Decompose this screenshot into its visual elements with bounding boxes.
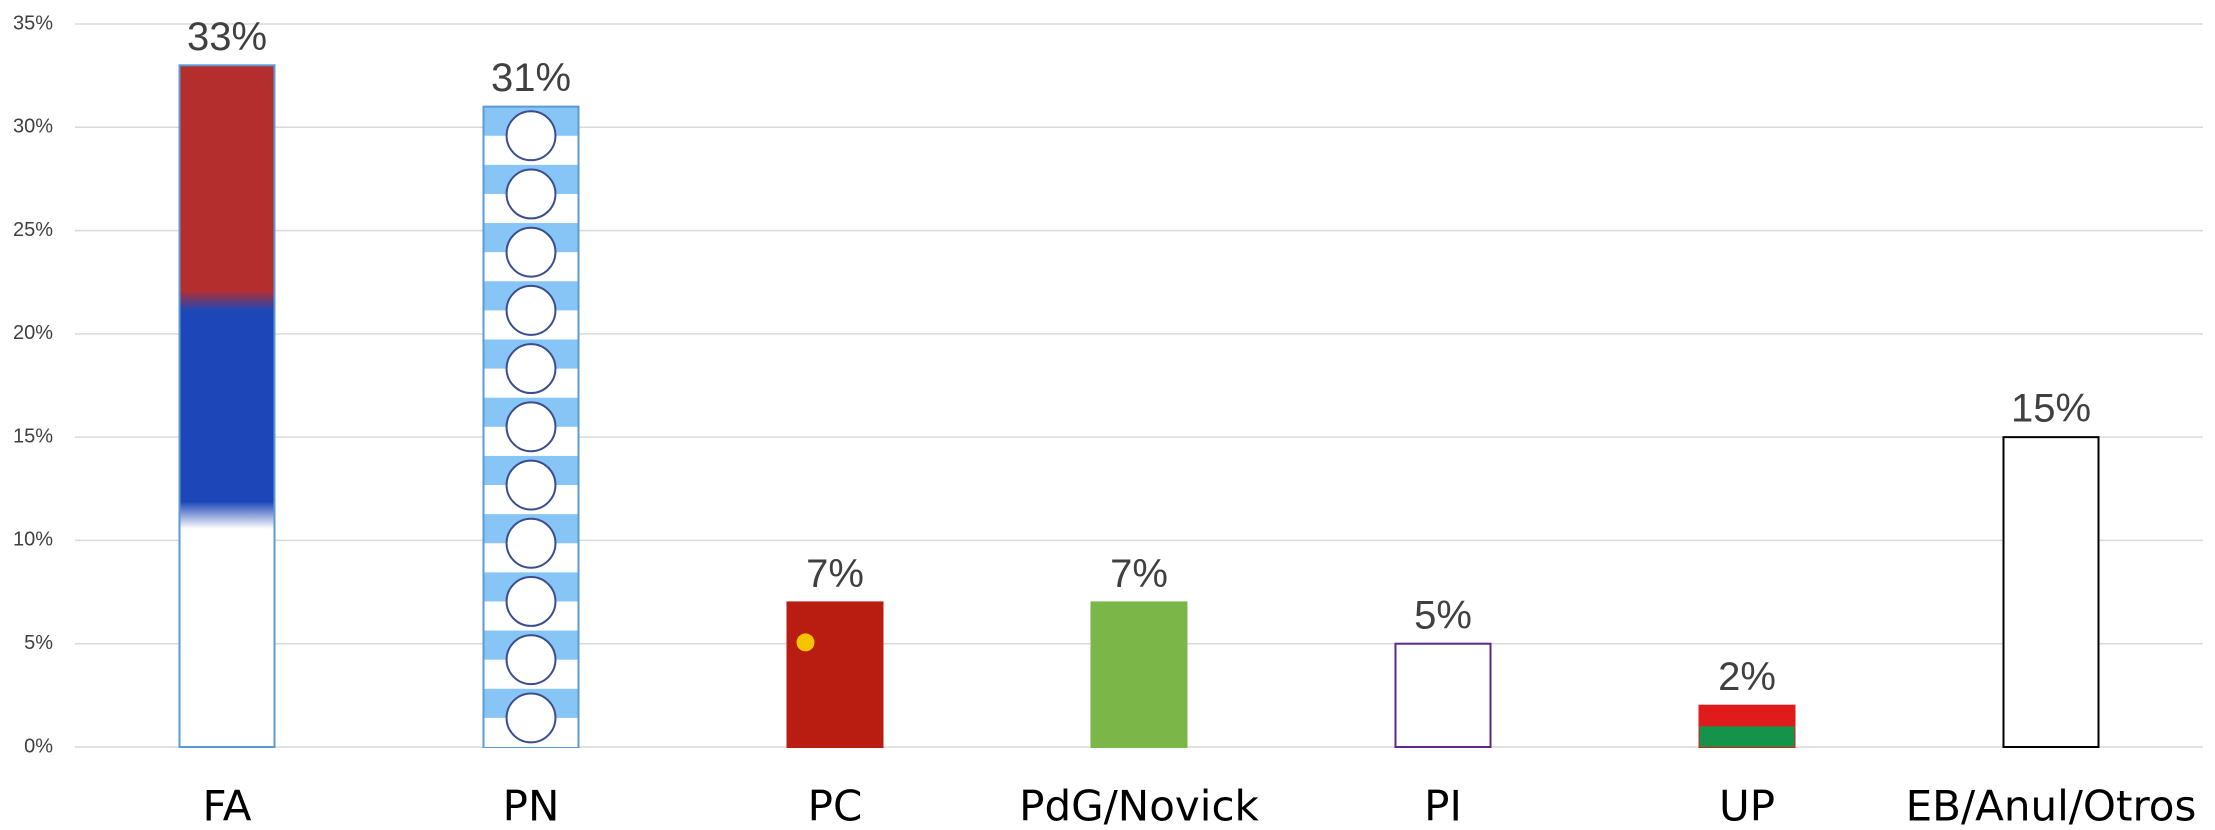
bar [178, 64, 276, 749]
bar [2002, 436, 2100, 748]
y-tick-label: 30% [13, 116, 53, 138]
y-tick-label: 25% [13, 219, 53, 241]
bar [1394, 642, 1492, 749]
y-tick-label: 35% [13, 12, 53, 34]
y-tick-label: 15% [13, 425, 53, 447]
bar-pattern [505, 401, 557, 453]
x-tick-label: PI [1424, 782, 1462, 830]
bar-pattern [505, 343, 557, 395]
x-tick-label: EB/Anul/Otros [1906, 782, 2197, 830]
y-tick-label: 0% [24, 735, 53, 757]
x-tick-label: FA [202, 782, 251, 830]
value-label: 7% [806, 552, 864, 596]
value-label: 2% [1718, 655, 1776, 699]
value-label: 31% [491, 56, 571, 100]
bar-pattern [505, 576, 557, 627]
bar [1090, 601, 1188, 749]
y-tick-label: 20% [13, 322, 53, 344]
x-tick-label: PC [808, 782, 863, 830]
bar-pattern [505, 692, 557, 744]
value-label: 15% [2011, 387, 2091, 431]
bar-pattern [796, 633, 815, 652]
x-tick-label: PN [503, 782, 560, 830]
bar-pattern [505, 168, 557, 220]
bar-pattern [505, 110, 557, 162]
value-label: 33% [187, 15, 267, 59]
value-label: 7% [1110, 552, 1168, 596]
bar-pattern [505, 517, 557, 569]
bar-pattern [505, 226, 557, 278]
x-tick-label: UP [1719, 782, 1775, 830]
y-tick-label: 5% [24, 632, 53, 654]
y-tick-label: 10% [13, 529, 53, 551]
bar-pattern [1699, 726, 1795, 747]
bar-pattern [505, 459, 557, 511]
bar-pattern [505, 634, 557, 686]
value-label: 5% [1414, 593, 1472, 637]
x-tick-label: PdG/Novick [1019, 782, 1259, 830]
bar [786, 601, 884, 749]
bar-pattern [505, 284, 557, 336]
